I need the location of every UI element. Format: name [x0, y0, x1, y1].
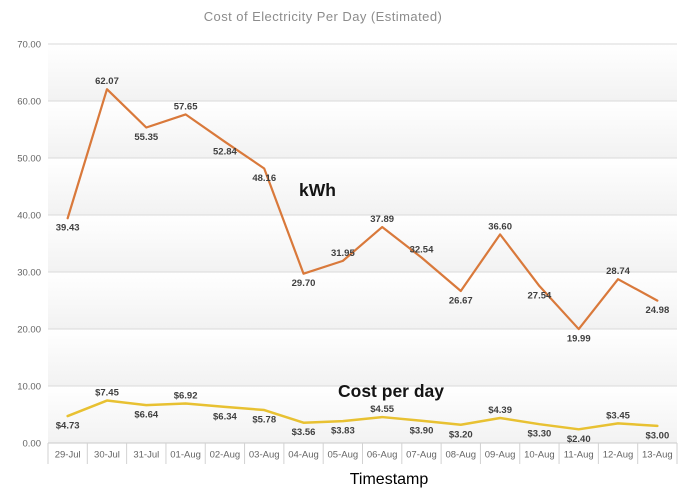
x-axis-category-label: 12-Aug: [603, 450, 634, 461]
y-axis-ticks: 70.00 60.00 50.00 40.00 30.00 20.00 10.00 0.00: [17, 40, 41, 450]
x-axis-category-label: 13-Aug: [642, 450, 673, 461]
kwh-data-label: 37.89: [370, 214, 394, 225]
x-axis-category-label: 11-Aug: [564, 450, 594, 461]
cost-data-label: $4.73: [56, 421, 80, 432]
x-axis-category-label: 07-Aug: [406, 450, 437, 461]
kwh-data-label: 36.60: [488, 221, 512, 232]
kwh-data-label: 26.67: [449, 295, 473, 306]
cost-data-label: $7.45: [95, 388, 119, 399]
cost-series-line: [66, 399, 659, 431]
kwh-data-label: 27.54: [528, 291, 552, 302]
cost-series-annotation: Cost per day: [338, 381, 444, 401]
cost-data-label: $3.30: [528, 429, 552, 440]
x-axis: 29-Jul 30-Jul 31-Jul 01-Aug 02-Aug 03-Aug 04-A…: [47, 443, 678, 464]
cost-data-label: $3.56: [292, 427, 316, 438]
kwh-series-line: [66, 88, 659, 331]
x-axis-category-label: 02-Aug: [210, 450, 241, 461]
y-axis-tick-label: 60.00: [17, 97, 41, 108]
x-axis-category-label: 31-Jul: [133, 450, 159, 461]
x-axis-category-label: 05-Aug: [328, 450, 359, 461]
cost-data-label: $6.92: [174, 391, 198, 402]
cost-data-label: $5.78: [252, 415, 276, 426]
y-axis-tick-label: 50.00: [17, 154, 41, 165]
kwh-data-label: 31.95: [331, 248, 355, 259]
cost-data-label: $2.40: [567, 434, 591, 445]
cost-data-label: $3.20: [449, 429, 473, 440]
kwh-data-label: 28.74: [606, 266, 630, 277]
x-axis-category-label: 08-Aug: [445, 450, 476, 461]
y-axis-tick-label: 0.00: [23, 439, 42, 450]
plot-band: [48, 386, 677, 443]
cost-data-label: $4.55: [370, 404, 394, 415]
cost-data-label: $3.45: [606, 410, 630, 421]
y-axis-tick-label: 10.00: [17, 382, 41, 393]
x-axis-category-label: 04-Aug: [288, 450, 319, 461]
chart-title: Cost of Electricity Per Day (Estimated): [204, 9, 443, 24]
plot-band: [48, 44, 677, 101]
cost-data-label: $3.90: [410, 425, 434, 436]
x-axis-category-label: 03-Aug: [249, 450, 280, 461]
kwh-data-label: 52.84: [213, 146, 237, 157]
y-axis-tick-label: 30.00: [17, 268, 41, 279]
plot-band: [48, 158, 677, 215]
x-axis-category-label: 06-Aug: [367, 450, 398, 461]
cost-data-label: $3.00: [645, 430, 669, 441]
x-axis-category-label: 09-Aug: [485, 450, 516, 461]
cost-data-label: $6.34: [213, 411, 237, 422]
kwh-data-label: 39.43: [56, 223, 80, 234]
kwh-data-label: 29.70: [292, 278, 316, 289]
kwh-data-label: 19.99: [567, 334, 591, 345]
x-axis-category-label: 01-Aug: [170, 450, 201, 461]
kwh-data-label: 62.07: [95, 76, 119, 87]
plot-band: [48, 329, 677, 386]
plot-area-bands: [48, 44, 677, 443]
kwh-data-label: 32.54: [410, 245, 434, 256]
y-axis-tick-label: 70.00: [17, 40, 41, 51]
cost-data-label: $4.39: [488, 405, 512, 416]
x-axis-category-label: 10-Aug: [524, 450, 555, 461]
x-axis-title: Timestamp: [350, 471, 429, 488]
kwh-series-annotation: kWh: [299, 180, 336, 200]
cost-data-label: $3.83: [331, 426, 355, 437]
kwh-data-label: 55.35: [134, 132, 158, 143]
x-axis-category-label: 30-Jul: [94, 450, 120, 461]
y-axis-tick-label: 40.00: [17, 211, 41, 222]
y-axis-tick-label: 20.00: [17, 325, 41, 336]
kwh-data-label: 24.98: [645, 305, 669, 316]
plot-band: [48, 272, 677, 329]
kwh-data-label: 48.16: [252, 173, 276, 184]
cost-data-label: $6.64: [134, 410, 158, 421]
kwh-data-label: 57.65: [174, 101, 198, 112]
gridlines: [48, 43, 677, 444]
x-axis-category-label: 29-Jul: [55, 450, 81, 461]
plot-band: [48, 101, 677, 158]
series-layer: 39.43 62.07 55.35 57.65 52.84 48.16 29.70 31.95…: [56, 76, 669, 445]
